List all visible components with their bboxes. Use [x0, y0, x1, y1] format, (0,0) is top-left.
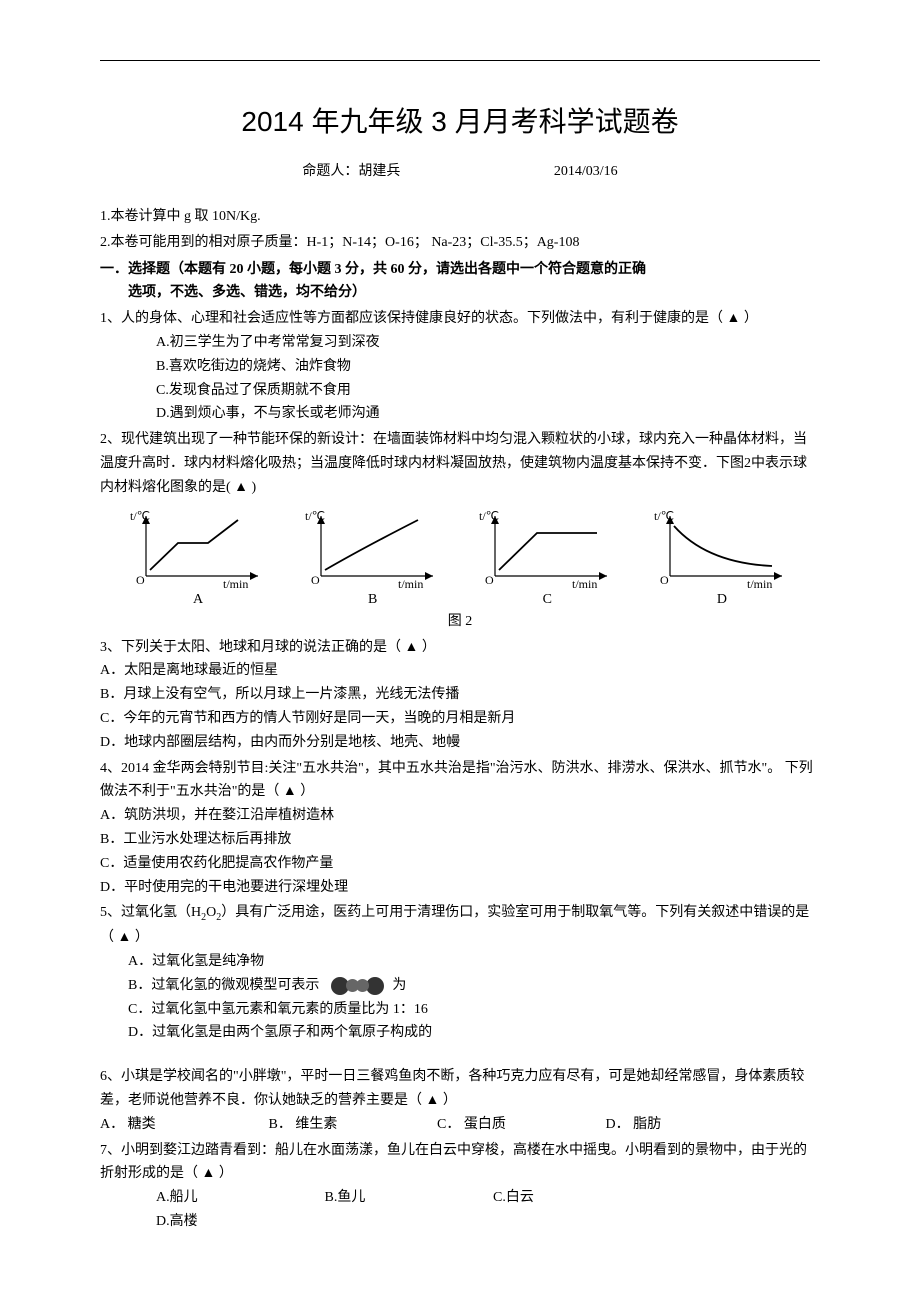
- q3-optA: A．太阳是离地球最近的恒星: [100, 659, 820, 683]
- meta-line: 命题人：胡建兵 2014/03/16: [100, 160, 820, 180]
- q1-optC: C.发现食品过了保质期就不食用: [156, 379, 496, 403]
- q5-optA: A．过氧化氢是纯净物: [128, 950, 820, 974]
- q2-fig-c-label: C: [543, 592, 552, 608]
- q6-text: 6、小琪是学校闻名的"小胖墩"，平时一日三餐鸡鱼肉不断，各种巧克力应有尽有，可是…: [100, 1065, 820, 1113]
- q6-optB: B． 维生素: [269, 1113, 434, 1137]
- q6-optC: C． 蛋白质: [437, 1113, 602, 1137]
- q1-optB: B.喜欢吃街边的烧烤、油炸食物: [156, 355, 496, 379]
- q2-text: 2、现代建筑出现了一种节能环保的新设计：在墙面装饰材料中均匀混入颗粒状的小球，球…: [100, 428, 820, 499]
- q4-optC: C．适量使用农药化肥提高农作物产量: [100, 852, 820, 876]
- q4-optA: A．筑防洪坝，并在婺江沿岸植树造林: [100, 804, 820, 828]
- svg-text:t/min: t/min: [398, 577, 423, 588]
- svg-text:O: O: [485, 573, 494, 587]
- q2-chart-b: t/℃ t/min O: [303, 508, 443, 588]
- svg-text:t/℃: t/℃: [479, 509, 499, 523]
- q5-text-1: 5、过氧化氢（H: [100, 905, 201, 920]
- q2-chart-d: t/℃ t/min O: [652, 508, 792, 588]
- q7-optB: B.鱼儿: [325, 1186, 490, 1210]
- header-rule: [100, 60, 820, 61]
- q3-optB: B．月球上没有空气，所以月球上一片漆黑，光线无法传播: [100, 683, 820, 707]
- q2-fig-a: t/℃ t/min O A: [128, 508, 268, 608]
- q7-options: A.船儿 B.鱼儿 C.白云 D.高楼: [156, 1186, 820, 1234]
- q4-optB: B．工业污水处理达标后再排放: [100, 828, 820, 852]
- q3-optC: C．今年的元宵节和西方的情人节刚好是同一天，当晚的月相是新月: [100, 707, 820, 731]
- svg-text:t/℃: t/℃: [305, 509, 325, 523]
- note-1: 1.本卷计算中 g 取 10N/Kg.: [100, 205, 820, 229]
- q7-optA: A.船儿: [156, 1186, 321, 1210]
- molecule-icon: [331, 977, 381, 995]
- q1-options-row2: C.发现食品过了保质期就不食用 D.遇到烦心事，不与家长或老师沟通: [156, 379, 820, 427]
- page-title: 2014 年九年级 3 月月考科学试题卷: [100, 100, 820, 140]
- section-title-line1: 一．选择题（本题有 20 小题，每小题 3 分，共 60 分，请选出各题中一个符…: [100, 258, 820, 282]
- q6-optA: A． 糖类: [100, 1113, 265, 1137]
- q7-text: 7、小明到婺江边踏青看到：船儿在水面荡漾，鱼儿在白云中穿梭，高楼在水中摇曳。小明…: [100, 1139, 820, 1187]
- q4-text: 4、2014 金华两会特别节目:关注"五水共治"，其中五水共治是指"治污水、防洪…: [100, 757, 820, 805]
- svg-text:t/℃: t/℃: [654, 509, 674, 523]
- q1-text: 1、人的身体、心理和社会适应性等方面都应该保持健康良好的状态。下列做法中，有利于…: [100, 307, 820, 331]
- q2-fig-d: t/℃ t/min O D: [652, 508, 792, 608]
- svg-text:O: O: [136, 573, 145, 587]
- q5-optB: B．过氧化氢的微观模型可表示 为: [128, 974, 820, 998]
- q5-optD: D．过氧化氢是由两个氢原子和两个氧原子构成的: [128, 1021, 820, 1045]
- section-title-line2: 选项，不选、多选、错选，均不给分）: [128, 281, 820, 305]
- svg-text:O: O: [660, 573, 669, 587]
- note-2: 2.本卷可能用到的相对原子质量：H-1；N-14；O-16； Na-23；Cl-…: [100, 231, 820, 255]
- axis-y-label: t/℃: [130, 509, 150, 523]
- q6-options: A． 糖类 B． 维生素 C． 蛋白质 D． 脂肪: [100, 1113, 820, 1137]
- q2-fig-c: t/℃ t/min O C: [477, 508, 617, 608]
- q1-options-row1: A.初三学生为了中考常常复习到深夜 B.喜欢吃街边的烧烤、油炸食物: [156, 331, 820, 379]
- q3-optD: D．地球内部圈层结构，由内而外分别是地核、地壳、地幔: [100, 731, 820, 755]
- q2-figure-row: t/℃ t/min O A t/℃ t/min O B t/℃ t/min: [128, 508, 792, 608]
- svg-text:t/min: t/min: [572, 577, 597, 588]
- q1-optA: A.初三学生为了中考常常复习到深夜: [156, 331, 496, 355]
- q2-fig-d-label: D: [717, 592, 727, 608]
- axis-x-label: t/min: [223, 577, 248, 588]
- atom-small-2: [356, 979, 369, 992]
- q4-optD: D．平时使用完的干电池要进行深埋处理: [100, 876, 820, 900]
- q5-optB-post: 为: [392, 978, 406, 993]
- q2-fig-b: t/℃ t/min O B: [303, 508, 443, 608]
- q5-optC: C．过氧化氢中氢元素和氧元素的质量比为 1：16: [128, 998, 820, 1022]
- q2-fig-b-label: B: [368, 592, 377, 608]
- q6-optD: D． 脂肪: [606, 1113, 771, 1137]
- date-label: 2014/03/16: [554, 164, 618, 180]
- q7-optC: C.白云: [493, 1186, 658, 1210]
- q5-optB-pre: B．过氧化氢的微观模型可表示: [128, 978, 319, 993]
- q2-fig-a-label: A: [193, 592, 203, 608]
- q2-chart-c: t/℃ t/min O: [477, 508, 617, 588]
- q2-chart-a: t/℃ t/min O: [128, 508, 268, 588]
- author-label: 命题人：胡建兵: [302, 160, 400, 180]
- svg-text:O: O: [311, 573, 320, 587]
- q7-optD: D.高楼: [156, 1210, 321, 1234]
- q2-figure-caption: 图 2: [100, 610, 820, 630]
- q3-text: 3、下列关于太阳、地球和月球的说法正确的是（ ▲ ）: [100, 636, 820, 660]
- q1-optD: D.遇到烦心事，不与家长或老师沟通: [156, 402, 496, 426]
- q5-text: 5、过氧化氢（H2O2）具有广泛用途，医药上可用于清理伤口，实验室可用于制取氧气…: [100, 901, 820, 950]
- q5-text-2: O: [206, 905, 216, 920]
- svg-text:t/min: t/min: [747, 577, 772, 588]
